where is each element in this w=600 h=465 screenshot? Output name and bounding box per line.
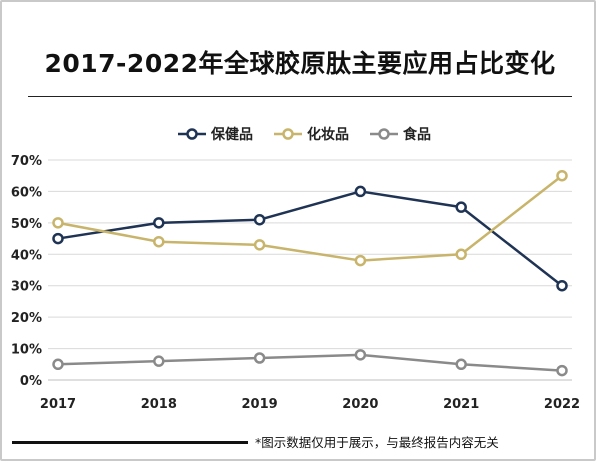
legend-label: 化妆品 (307, 126, 349, 143)
data-point (253, 213, 266, 226)
data-point (153, 355, 165, 367)
x-tick-label: 2018 (141, 397, 177, 412)
y-tick-label: 10% (11, 343, 42, 358)
data-point (354, 349, 367, 361)
legend-label: 保健品 (210, 126, 253, 143)
x-tick-label: 2017 (40, 397, 76, 412)
x-tick-label: 2019 (242, 397, 278, 412)
legend-swatch-marker (378, 128, 390, 140)
x-tick-label: 2020 (342, 397, 378, 412)
series-line (57, 353, 563, 372)
data-point (253, 352, 266, 364)
data-point (556, 169, 568, 182)
data-point (52, 217, 64, 229)
data-point (354, 254, 367, 267)
data-point (354, 185, 367, 198)
x-tick-label: 2021 (443, 397, 479, 412)
legend-swatch-marker (186, 128, 198, 140)
title-underline (28, 96, 572, 97)
y-tick-label: 30% (11, 280, 42, 295)
legend-label: 食品 (403, 126, 431, 143)
series-line (57, 174, 563, 262)
data-point (455, 201, 467, 213)
y-tick-label: 70% (11, 154, 42, 169)
data-point (52, 358, 64, 371)
data-point (153, 235, 165, 248)
data-point (253, 239, 266, 251)
data-point (52, 232, 64, 245)
y-tick-label: 0% (20, 374, 42, 389)
data-point (455, 358, 467, 371)
data-point (556, 279, 568, 292)
data-point (153, 217, 165, 229)
data-point (455, 248, 467, 261)
series-line (57, 190, 563, 287)
y-tick-label: 20% (11, 311, 42, 326)
y-tick-label: 50% (11, 217, 42, 232)
footer-bar (12, 441, 248, 444)
legend-swatch-marker (282, 128, 294, 140)
footnote: *图示数据仅用于展示，与最终报告内容无关 (255, 435, 499, 450)
y-tick-label: 60% (11, 185, 42, 200)
x-tick-label: 2022 (544, 397, 580, 412)
y-tick-label: 40% (11, 248, 42, 263)
data-point (556, 364, 568, 377)
chart-title: 2017-2022年全球胶原肽主要应用占比变化 (44, 49, 556, 78)
